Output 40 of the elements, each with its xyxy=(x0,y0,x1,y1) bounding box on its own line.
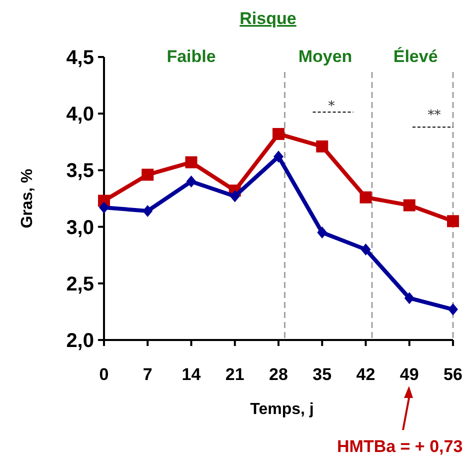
point xyxy=(230,190,240,202)
point xyxy=(99,202,109,214)
x-tick-label: 56 xyxy=(444,365,462,384)
annotation: Moyen xyxy=(298,47,352,66)
y-tick-label: 3,0 xyxy=(66,216,94,239)
annotation: Élevé xyxy=(393,46,438,66)
annotation: ** xyxy=(428,108,442,124)
point xyxy=(142,168,154,181)
point xyxy=(185,156,198,168)
point xyxy=(274,150,284,163)
y-tick-label: 3,5 xyxy=(66,160,94,182)
x-tick-label: 7 xyxy=(142,365,152,384)
point xyxy=(317,226,328,238)
x-axis-title: Temps, j xyxy=(250,401,314,418)
point xyxy=(403,199,416,212)
point xyxy=(360,191,372,204)
chart-title: Risque xyxy=(240,9,296,28)
point xyxy=(142,204,153,217)
x-tick-label: 0 xyxy=(99,365,109,384)
point xyxy=(447,215,459,228)
y-axis-title: Gras, % xyxy=(19,168,36,228)
x-tick-label: 14 xyxy=(182,365,202,384)
x-tick-label: 21 xyxy=(225,365,244,384)
point xyxy=(186,176,196,188)
text: HMTBa = + 0,73 xyxy=(337,437,463,456)
y-tick-label: 4,5 xyxy=(66,47,94,69)
annotation: Faible xyxy=(166,47,216,66)
y-tick-label: 2,5 xyxy=(66,273,94,296)
annotation: * xyxy=(328,99,336,114)
point xyxy=(316,140,328,152)
x-tick-label: 35 xyxy=(312,365,332,384)
point xyxy=(448,303,458,316)
y-tick-label: 2,0 xyxy=(66,330,94,352)
y-tick-label: 4,0 xyxy=(66,104,94,126)
x-tick-label: 42 xyxy=(356,365,376,384)
x-tick-label: 28 xyxy=(269,365,288,384)
x-tick-label: 49 xyxy=(400,365,419,384)
point xyxy=(272,128,284,140)
point xyxy=(404,292,414,304)
point xyxy=(360,243,371,256)
